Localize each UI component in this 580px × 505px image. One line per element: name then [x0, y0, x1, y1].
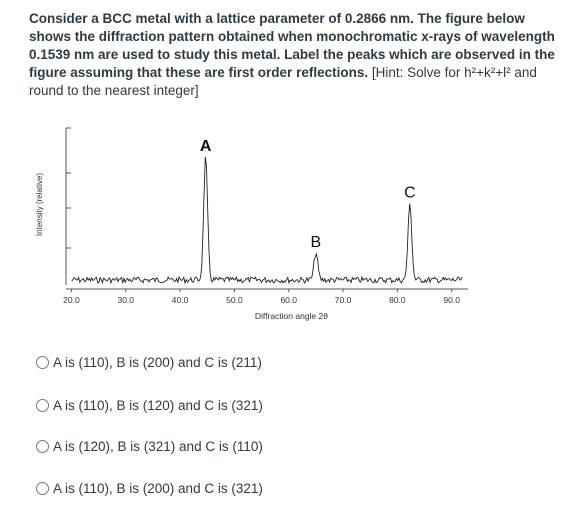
- x-tick-label: 90.0: [443, 295, 460, 305]
- y-axis-label: Intensity (relative): [35, 173, 44, 236]
- question-body: Consider a BCC metal with a lattice para…: [29, 11, 555, 80]
- option-1[interactable]: A is (110), B is (200) and C is (211): [36, 352, 262, 372]
- diffraction-figure: Intensity (relative) 20.0 30.0 40.0 50.0 60.0…: [28, 118, 478, 338]
- diffraction-trace: [71, 156, 463, 285]
- x-tick-label: 70.0: [335, 295, 352, 305]
- option-2[interactable]: A is (110), B is (120) and C is (321): [36, 395, 263, 415]
- x-tick-label: 80.0: [389, 295, 406, 305]
- x-axis-label: Diffraction angle 2θ: [255, 311, 328, 321]
- x-tick-label: 60.0: [280, 295, 297, 305]
- question-text: Consider a BCC metal with a lattice para…: [29, 10, 569, 100]
- peak-label-b: B: [311, 234, 322, 251]
- x-tick-label: 40.0: [172, 295, 189, 305]
- x-tick-label: 20.0: [63, 295, 80, 305]
- option-label: A is (110), B is (120) and C is (321): [53, 397, 263, 413]
- radio-button[interactable]: [36, 355, 49, 369]
- peak-label-c: C: [404, 185, 416, 202]
- x-tick-label: 30.0: [117, 295, 134, 305]
- question-hint: [Hint: Solve for h²+k²+l² and round to t…: [29, 65, 537, 98]
- radio-button[interactable]: [36, 481, 49, 495]
- peak-label-a: A: [200, 138, 212, 155]
- x-tick-label: 50.0: [226, 295, 243, 305]
- option-label: A is (120), B is (321) and C is (110): [53, 438, 263, 454]
- option-4[interactable]: A is (110), B is (200) and C is (321): [36, 478, 263, 498]
- diffraction-chart: Intensity (relative) 20.0 30.0 40.0 50.0 60.0…: [35, 127, 468, 321]
- radio-button[interactable]: [36, 439, 49, 453]
- radio-button[interactable]: [36, 398, 49, 412]
- option-label: A is (110), B is (200) and C is (211): [53, 354, 262, 370]
- option-label: A is (110), B is (200) and C is (321): [53, 480, 263, 496]
- option-3[interactable]: A is (120), B is (321) and C is (110): [36, 436, 263, 456]
